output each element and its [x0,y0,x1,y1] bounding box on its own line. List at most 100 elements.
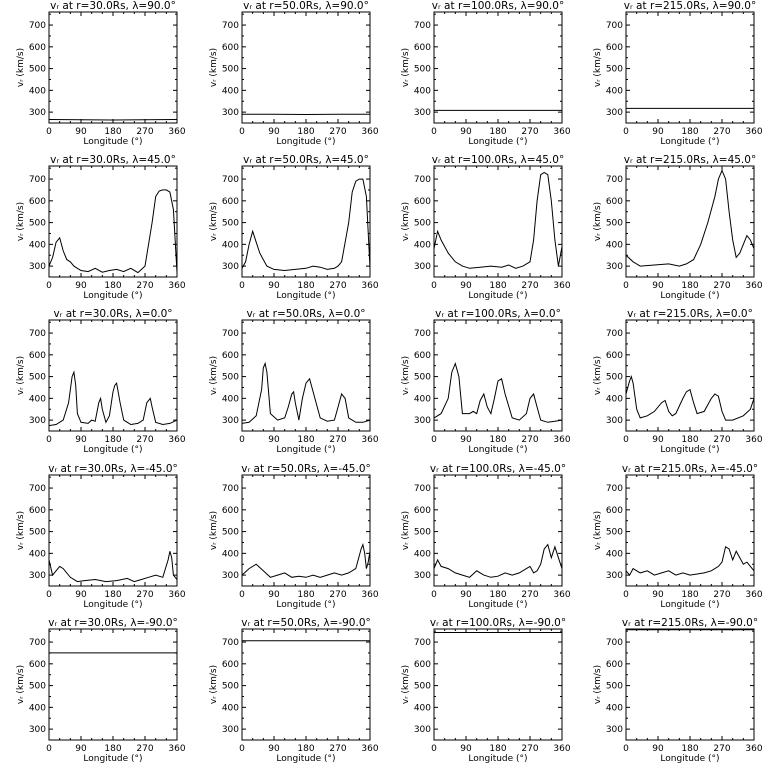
x-tick-label: 0 [623,744,629,754]
x-tick-label: 90 [268,281,280,291]
x-tick-label: 90 [75,281,87,291]
x-tick-label: 0 [239,590,245,600]
y-tick-label: 400 [29,240,46,250]
subplot-title: vᵣ at r=215.0Rs, λ=-90.0° [622,617,758,629]
y-tick-label: 600 [606,660,623,670]
x-axis-label: Longitude (°) [660,754,719,764]
y-tick-label: 400 [414,394,431,404]
y-tick-label: 700 [222,638,239,648]
x-tick-label: 0 [431,590,437,600]
y-tick-label: 400 [606,549,623,559]
x-tick-label: 0 [46,435,52,445]
y-tick-label: 600 [29,43,46,53]
x-tick-label: 360 [168,281,185,291]
x-axis-label: Longitude (°) [276,291,335,301]
plot-frame [433,474,563,587]
subplot: vᵣ at r=215.0Rs, λ=90.0° 0 90 180 270 360 300 4… [593,0,763,147]
x-axis-label: Longitude (°) [83,137,142,147]
subplot-title: vᵣ at r=30.0Rs, λ=0.0° [53,308,172,320]
y-tick-label: 300 [606,108,623,118]
y-tick-label: 600 [222,43,239,53]
y-tick-label: 400 [414,86,431,96]
y-tick-label: 600 [414,351,431,361]
y-tick-label: 600 [29,506,46,516]
x-tick-label: 90 [268,590,280,600]
y-tick-label: 400 [222,394,239,404]
y-tick-label: 500 [414,373,431,383]
y-tick-label: 300 [29,725,46,735]
plot-frame [48,319,178,432]
plot-frame [241,11,371,124]
subplot: vᵣ at r=50.0Rs, λ=45.0° 0 90 180 270 360 300 40… [209,154,379,301]
x-axis-label: Longitude (°) [660,600,719,610]
plot-frame [433,319,563,432]
x-tick-label: 180 [489,590,506,600]
y-tick-label: 500 [29,682,46,692]
series-line [241,178,371,272]
x-axis-label: Longitude (°) [468,137,527,147]
subplot-title: vᵣ at r=50.0Rs, λ=0.0° [246,308,365,320]
y-axis-label: vᵣ (km/s) [593,202,603,241]
y-tick-label: 600 [222,660,239,670]
x-tick-label: 90 [268,435,280,445]
x-tick-label: 90 [75,744,87,754]
x-axis-label: Longitude (°) [468,754,527,764]
x-axis-label: Longitude (°) [276,600,335,610]
x-tick-label: 270 [329,281,346,291]
y-tick-label: 400 [606,394,623,404]
x-axis-label: Longitude (°) [660,445,719,455]
subplot-title: vᵣ at r=215.0Rs, λ=45.0° [624,154,756,166]
y-tick-label: 600 [414,506,431,516]
y-tick-label: 500 [29,65,46,75]
series-line [625,375,755,421]
y-tick-label: 300 [414,571,431,581]
y-tick-label: 500 [222,65,239,75]
y-tick-label: 500 [414,528,431,538]
y-tick-label: 700 [414,484,431,494]
y-axis-label: vᵣ (km/s) [593,356,603,395]
y-tick-label: 300 [414,725,431,735]
x-axis-label: Longitude (°) [276,137,335,147]
x-axis-label: Longitude (°) [83,291,142,301]
x-tick-label: 270 [521,590,538,600]
y-tick-label: 400 [29,549,46,559]
x-tick-label: 90 [652,127,664,137]
x-tick-label: 0 [623,281,629,291]
subplot: vᵣ at r=100.0Rs, λ=-45.0° 0 90 180 270 360 300… [401,463,571,610]
y-tick-label: 600 [222,506,239,516]
y-tick-label: 400 [606,703,623,713]
x-tick-label: 270 [521,744,538,754]
y-tick-label: 400 [606,86,623,96]
y-tick-label: 600 [29,197,46,207]
x-axis-label: Longitude (°) [660,137,719,147]
x-tick-label: 360 [745,590,762,600]
plot-frame [433,11,563,124]
y-tick-label: 700 [222,21,239,31]
y-tick-label: 300 [29,571,46,581]
x-tick-label: 90 [652,744,664,754]
subplot: vᵣ at r=215.0Rs, λ=0.0° 0 90 180 270 360 300 40… [593,308,763,455]
y-tick-label: 700 [414,175,431,185]
plot-frame [625,474,755,587]
y-axis-label: vᵣ (km/s) [209,511,219,550]
x-tick-label: 180 [297,744,314,754]
subplot: vᵣ at r=215.0Rs, λ=45.0° 0 90 180 270 360 300 4… [593,154,763,301]
x-tick-label: 90 [268,744,280,754]
y-tick-label: 600 [606,197,623,207]
y-tick-label: 600 [606,506,623,516]
x-tick-label: 270 [521,435,538,445]
y-tick-label: 500 [414,682,431,692]
series-line [48,551,178,583]
subplot: vᵣ at r=30.0Rs, λ=90.0° 0 90 180 270 360 300 40… [16,0,186,147]
x-tick-label: 180 [104,435,121,445]
y-axis-label: vᵣ (km/s) [209,665,219,704]
series-line [48,370,178,427]
y-tick-label: 600 [29,351,46,361]
y-tick-label: 700 [414,638,431,648]
y-tick-label: 300 [222,725,239,735]
x-tick-label: 0 [46,127,52,137]
x-tick-label: 270 [136,127,153,137]
subplot: vᵣ at r=30.0Rs, λ=45.0° 0 90 180 270 360 300 40… [16,154,186,301]
y-axis-label: vᵣ (km/s) [593,665,603,704]
x-tick-label: 270 [136,590,153,600]
